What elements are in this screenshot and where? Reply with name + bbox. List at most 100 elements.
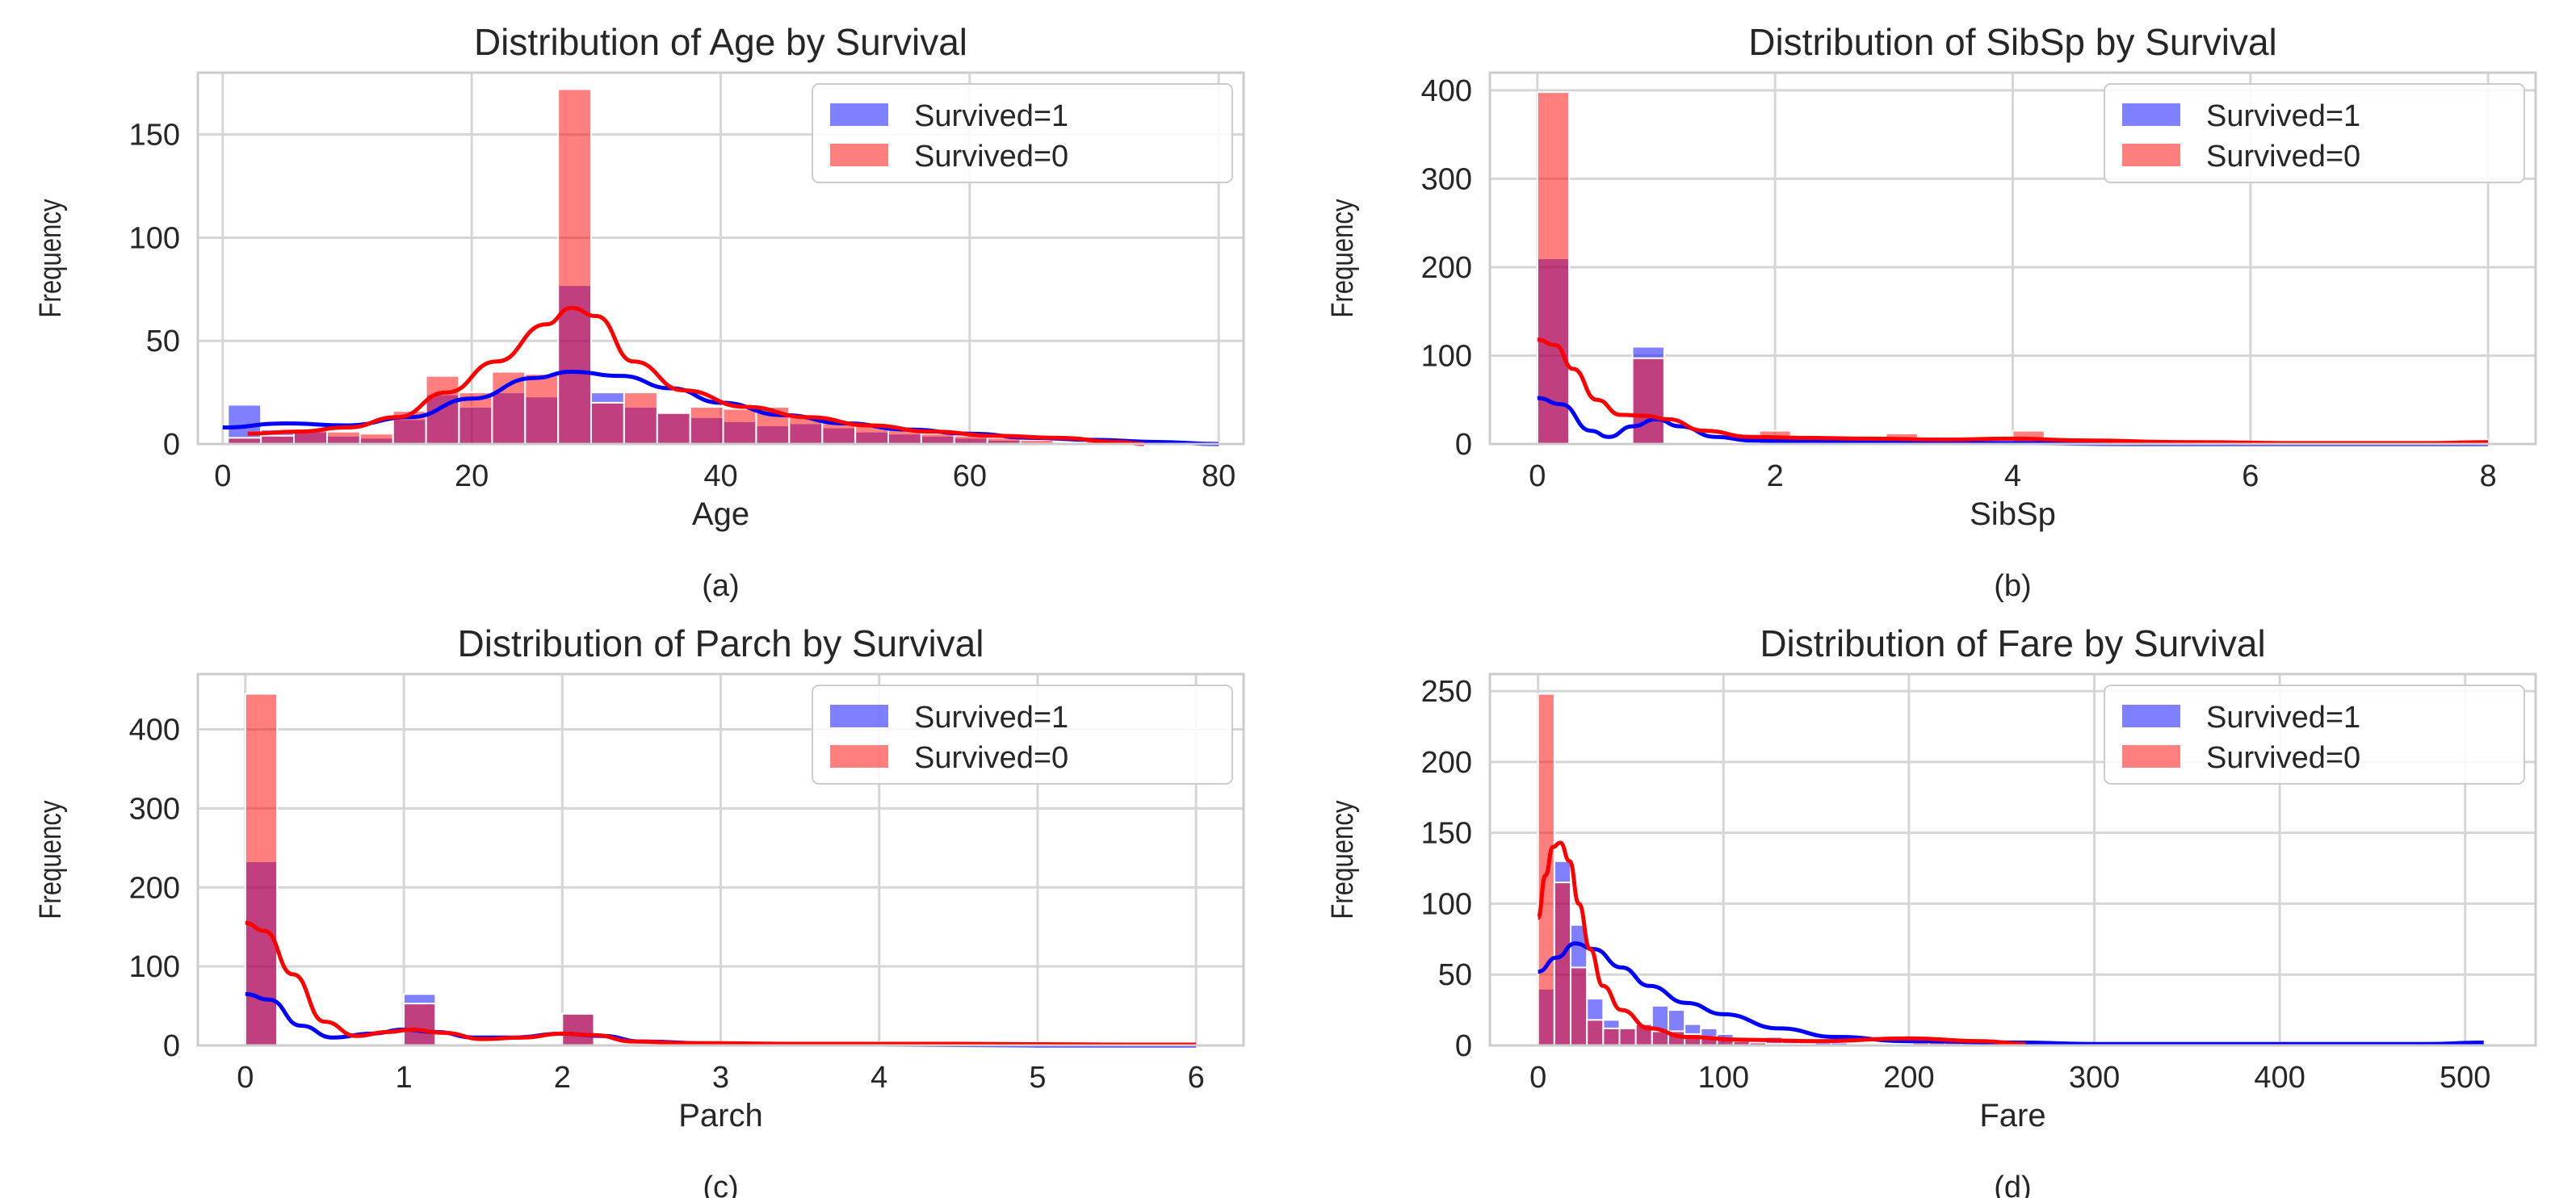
- fare-x-tick-label: 200: [1883, 1061, 1934, 1095]
- age-x-tick-label: 20: [455, 459, 489, 493]
- parch-y-tick-label: 0: [163, 1029, 180, 1063]
- age-x-tick-label: 60: [953, 459, 987, 493]
- age-chart-title: Distribution of Age by Survival: [474, 21, 967, 63]
- sibsp-caption: (b): [1994, 569, 2031, 603]
- sibsp-bar-survived-0: [1631, 357, 1665, 445]
- sibsp-y-tick-label: 0: [1455, 428, 1472, 462]
- sibsp-x-tick-label: 4: [2004, 459, 2021, 493]
- fare-x-tick-label: 0: [1529, 1061, 1546, 1095]
- age-x-tick-label: 80: [1202, 459, 1236, 493]
- sibsp-legend: [2104, 83, 2525, 183]
- parch-x-tick-label: 1: [396, 1061, 413, 1095]
- fare-bar-survived-0: [1570, 966, 1588, 1046]
- sibsp-y-axis-label: Frequency: [1326, 199, 1360, 318]
- panel-sibsp: 0 2 4 6 8 0 100 200 300 400 Distribution of SibSp …: [1326, 21, 2537, 603]
- parch-x-tick-label: 4: [871, 1061, 887, 1095]
- sibsp-chart-title: Distribution of SibSp by Survival: [1748, 21, 2277, 63]
- parch-x-tick-label: 6: [1188, 1061, 1205, 1095]
- parch-legend: [812, 685, 1233, 785]
- age-bar-survived-0: [920, 433, 955, 446]
- age-x-tick-label: 40: [703, 459, 737, 493]
- age-bar-survived-0: [359, 433, 394, 446]
- parch-legend-swatch-survived-0: [830, 745, 888, 768]
- fare-kde-survived-0: [1536, 840, 2026, 1046]
- parch-chart-title: Distribution of Parch by Survival: [458, 622, 984, 664]
- age-legend-swatch-survived-0: [830, 144, 888, 166]
- fare-caption: (d): [1994, 1171, 2031, 1198]
- fare-bar-survived-0: [1602, 1027, 1621, 1046]
- parch-bar-survived-0: [561, 1012, 595, 1047]
- parch-kde-survived-0: [245, 920, 1197, 1047]
- sibsp-legend-label: Survived=0: [2206, 140, 2360, 174]
- sibsp-x-tick-label: 8: [2480, 459, 2497, 493]
- sibsp-legend-label: Survived=1: [2206, 99, 2360, 133]
- sibsp-y-tick-label: 300: [1421, 162, 1472, 196]
- age-kde-survived-0: [247, 305, 1144, 446]
- sibsp-x-tick-label: 2: [1767, 459, 1784, 493]
- fare-y-tick-label: 0: [1455, 1029, 1472, 1063]
- fare-x-tick-label: 300: [2069, 1061, 2120, 1095]
- parch-y-tick-label: 300: [129, 792, 180, 826]
- age-bar-survived-0: [524, 373, 560, 445]
- age-y-tick-label: 150: [129, 119, 180, 153]
- sibsp-kde-survived-0: [1537, 337, 2489, 446]
- fare-x-axis-label: Fare: [1979, 1098, 2045, 1133]
- age-bar-survived-0: [557, 88, 593, 445]
- fare-y-tick-label: 150: [1421, 817, 1472, 851]
- age-legend-swatch-survived-1: [830, 103, 888, 126]
- fare-axes-frame: [1488, 672, 2537, 1047]
- fare-legend-label: Survived=1: [2206, 701, 2360, 735]
- age-caption: (a): [702, 569, 739, 603]
- fare-legend-label: Survived=0: [2206, 741, 2360, 775]
- age-bar-survived-0: [656, 412, 691, 445]
- parch-x-tick-label: 5: [1029, 1061, 1046, 1095]
- fare-x-tick-label: 500: [2440, 1061, 2490, 1095]
- age-x-tick-label: 0: [214, 459, 231, 493]
- age-bar-survived-0: [722, 408, 757, 445]
- parch-y-axis-label: Frequency: [34, 800, 68, 919]
- sibsp-x-tick-label: 0: [1529, 459, 1546, 493]
- panel-fare: 0 100 200 300 400 500 0 50 100 150 200 250 Distribut…: [1326, 622, 2537, 1198]
- parch-x-tick-label: 0: [237, 1061, 254, 1095]
- panel-age: 0 20 40 60 80 0 50 100 150 Distribution of Age by…: [34, 21, 1245, 603]
- sibsp-legend-swatch-survived-0: [2122, 144, 2180, 166]
- age-y-tick-label: 0: [163, 428, 180, 462]
- parch-bar-survived-0: [244, 693, 279, 1046]
- age-legend-label: Survived=1: [914, 99, 1068, 133]
- parch-caption: (c): [703, 1171, 738, 1198]
- age-bar-survived-0: [821, 422, 857, 446]
- parch-legend-label: Survived=0: [914, 741, 1068, 775]
- parch-x-axis-label: Parch: [678, 1098, 763, 1133]
- parch-x-tick-label: 3: [712, 1061, 729, 1095]
- parch-y-tick-label: 200: [129, 871, 180, 905]
- fare-x-tick-label: 400: [2254, 1061, 2305, 1095]
- parch-y-tick-label: 100: [129, 950, 180, 984]
- sibsp-y-tick-label: 100: [1421, 339, 1472, 373]
- age-bar-survived-0: [260, 434, 296, 445]
- age-bar-survived-0: [326, 430, 361, 446]
- fare-legend-swatch-survived-1: [2122, 705, 2180, 727]
- sibsp-bar-survived-0: [1536, 91, 1571, 445]
- sibsp-axes-frame: [1488, 71, 2537, 446]
- panel-parch: 0 1 2 3 4 5 6 0 100 200 300 400 Distribution of Parc…: [34, 622, 1245, 1198]
- parch-y-tick-label: 400: [129, 714, 180, 748]
- age-y-tick-label: 50: [146, 325, 180, 358]
- age-axes-frame: [196, 71, 1245, 446]
- fare-bar-survived-0: [1618, 1027, 1637, 1046]
- fare-legend-swatch-survived-0: [2122, 745, 2180, 768]
- parch-bar-survived-0: [403, 1003, 437, 1047]
- fare-x-tick-label: 100: [1698, 1061, 1749, 1095]
- age-bar-survived-0: [425, 375, 460, 445]
- age-legend-label: Survived=0: [914, 140, 1068, 174]
- fare-y-axis-label: Frequency: [1326, 800, 1360, 919]
- fare-y-tick-label: 200: [1421, 746, 1472, 780]
- fare-y-tick-label: 250: [1421, 675, 1472, 709]
- sibsp-y-tick-label: 200: [1421, 251, 1472, 285]
- sibsp-y-tick-label: 400: [1421, 74, 1472, 108]
- parch-legend-label: Survived=1: [914, 701, 1068, 735]
- fare-bar-survived-0: [1553, 882, 1572, 1046]
- age-x-axis-label: Age: [692, 496, 749, 532]
- sibsp-legend-swatch-survived-1: [2122, 103, 2180, 126]
- fare-chart-title: Distribution of Fare by Survival: [1760, 622, 2265, 664]
